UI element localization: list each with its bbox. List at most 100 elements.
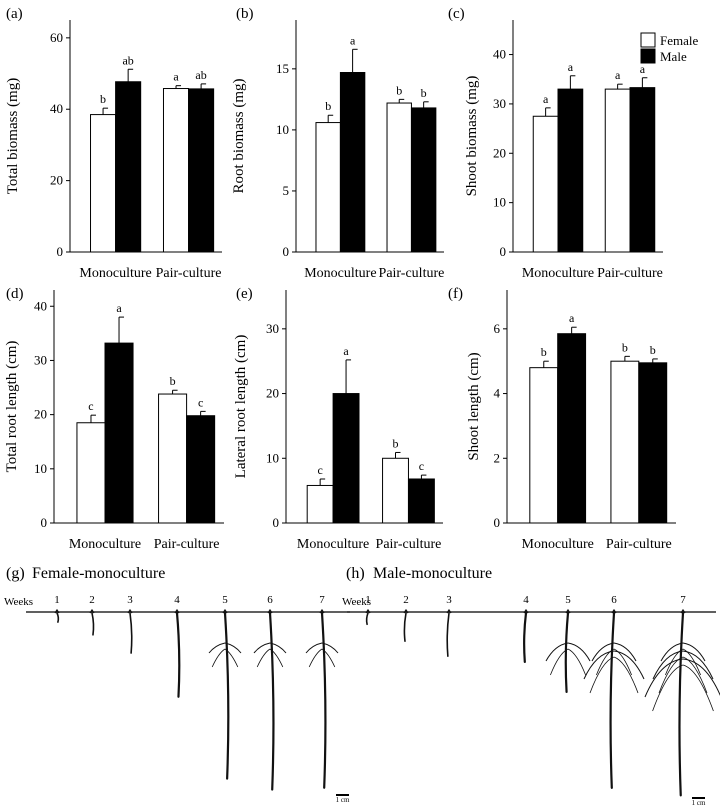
bar-male: [410, 107, 437, 253]
y-tick-label: 0: [500, 244, 507, 259]
root-panel-title-g: Female-monoculture: [32, 565, 165, 582]
legend: Female Male: [640, 32, 698, 64]
lateral-root: [591, 642, 615, 662]
y-tick-label: 0: [41, 515, 48, 530]
seedling-shoot: [89, 608, 95, 614]
lateral-root: [305, 642, 323, 654]
weeks-label-h: Weeks: [342, 596, 371, 608]
bar-male: [115, 81, 142, 253]
panel-label: (c): [448, 6, 465, 22]
chart-panel: (d) Total root length (cm) 0 10 20 30 40 Monocu…: [4, 286, 224, 552]
chart-panel: (c) Shoot biomass (mg) 0 10 20 30 40 Monocultur…: [448, 6, 663, 281]
significance-letter: ab: [122, 53, 133, 67]
bar-female: [162, 88, 190, 253]
chart-panel: (e) Lateral root length (cm) 0 10 20 30 Monocu…: [233, 286, 443, 552]
y-tick-label: 10: [276, 122, 289, 137]
seedling-shoot: [222, 608, 228, 614]
y-tick-label: 30: [34, 352, 47, 367]
lateral-root: [652, 664, 684, 712]
significance-letter: ab: [195, 68, 206, 82]
lateral-root: [644, 658, 684, 698]
x-category-label: Monoculture: [522, 537, 594, 552]
significance-letter: b: [396, 83, 402, 97]
bar-female: [90, 114, 117, 253]
y-axis-label: Shoot length (cm): [466, 352, 482, 460]
y-tick-label: 40: [493, 47, 506, 62]
legend-label-male: Male: [660, 49, 687, 64]
bar-female: [529, 367, 559, 524]
lateral-root: [658, 656, 684, 694]
root-panel-label-h: (h): [346, 565, 365, 582]
root-main: [91, 612, 95, 636]
seedling-shoot: [565, 608, 571, 614]
significance-letter: c: [317, 463, 322, 477]
root-main: [564, 611, 570, 694]
bar-female: [382, 457, 409, 524]
seedling-shoot: [365, 608, 371, 614]
significance-letter: b: [100, 92, 106, 106]
significance-letter: a: [615, 68, 621, 82]
legend-swatch-female: [640, 32, 656, 48]
lateral-root: [550, 648, 569, 676]
significance-letter: b: [622, 340, 628, 354]
y-axis-label: Root biomass (mg): [231, 78, 247, 193]
legend-label-female: Female: [660, 33, 698, 48]
bar-male: [557, 88, 584, 253]
y-tick-label: 20: [50, 173, 63, 188]
lateral-root: [652, 650, 684, 680]
week-number: 2: [403, 594, 409, 606]
panel-label: (f): [448, 286, 463, 302]
bar-female: [386, 102, 412, 253]
significance-letter: a: [543, 92, 549, 106]
bar-male: [407, 478, 435, 524]
x-category-label: Monoculture: [297, 537, 369, 552]
week-number: 3: [446, 594, 452, 606]
significance-letter: c: [88, 399, 93, 413]
y-axis-label: Total biomass (mg): [5, 78, 21, 194]
lateral-root: [269, 648, 284, 668]
week-number: 4: [174, 594, 180, 606]
lateral-root: [682, 658, 720, 697]
bar-male: [332, 393, 360, 524]
lateral-root: [308, 648, 323, 668]
x-category-label: Pair-culture: [376, 537, 442, 552]
root-main: [446, 612, 450, 658]
bar-male: [638, 362, 668, 524]
panel-label: (a): [6, 6, 23, 22]
week-number: 6: [267, 594, 273, 606]
y-tick-label: 5: [283, 183, 290, 198]
lateral-root: [253, 642, 271, 654]
root-photographs: (g) Female-monoculture (h) Male-monocult…: [4, 565, 720, 807]
x-category-label: Pair-culture: [379, 266, 445, 281]
lateral-root: [321, 648, 336, 668]
bar-male: [188, 88, 215, 253]
bar-female: [158, 393, 188, 524]
y-axis-label: Total root length (cm): [4, 341, 20, 473]
lateral-root: [682, 664, 714, 712]
week-number: 7: [319, 594, 325, 606]
bar-male: [186, 415, 216, 524]
seedling-shoot: [267, 608, 273, 614]
y-tick-label: 10: [493, 195, 506, 210]
lateral-root: [224, 648, 239, 668]
bar-female: [315, 122, 341, 253]
y-tick-label: 10: [266, 450, 279, 465]
bar-charts: (a)Total biomass (mg)0204060Monocultureb…: [4, 6, 676, 552]
panel-label: (d): [6, 286, 24, 302]
significance-letter: c: [198, 395, 203, 409]
significance-letter: b: [170, 374, 176, 388]
lateral-root: [224, 642, 242, 654]
bar-male: [104, 342, 134, 524]
significance-letter: a: [343, 344, 349, 358]
significance-letter: a: [640, 62, 646, 76]
lateral-root: [682, 656, 708, 694]
week-number: 7: [680, 594, 686, 606]
lateral-root: [613, 642, 637, 662]
root-main: [268, 611, 275, 791]
lateral-root: [545, 642, 569, 662]
lateral-root: [660, 642, 684, 662]
chart-panel: (f) Shoot length (cm) 0 2 4 6 Monoculture b a Pai…: [448, 286, 676, 552]
lateral-root: [682, 650, 714, 680]
root-main: [365, 612, 369, 626]
